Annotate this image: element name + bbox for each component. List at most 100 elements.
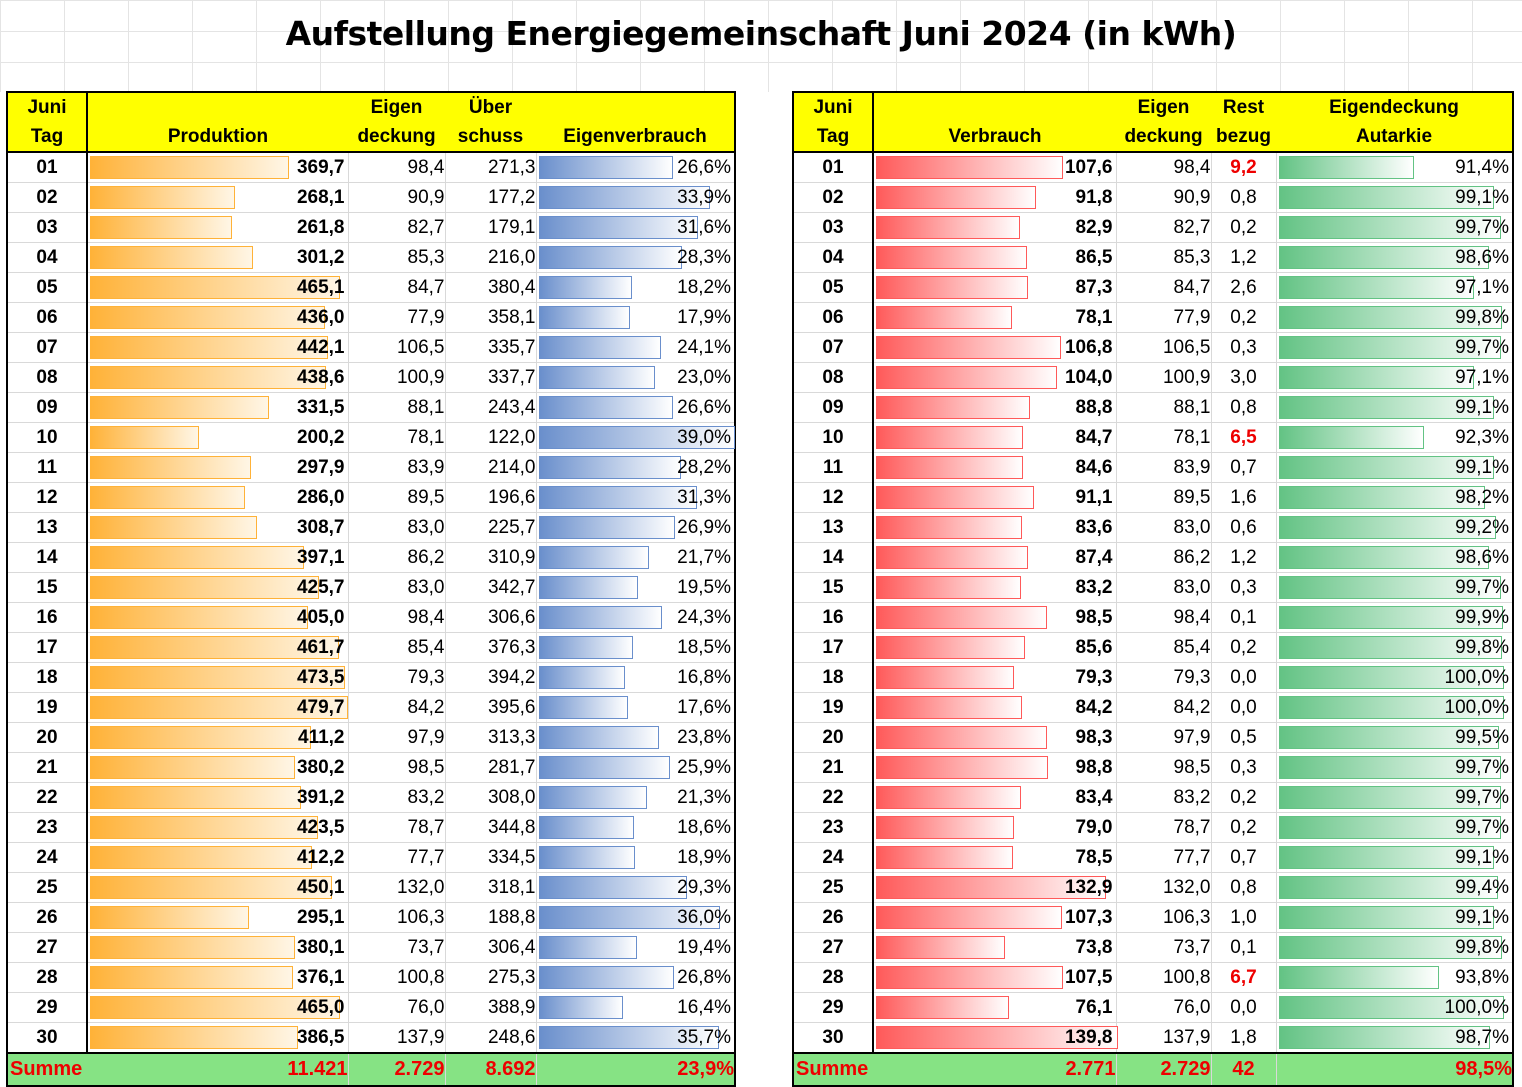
eigenverbrauch-cell: 26,6%	[536, 152, 736, 183]
consumption-header-row: Juni Tag Verbrauch Eigen deckung Rest be…	[792, 91, 1514, 153]
header-day-line2: Tag	[816, 126, 850, 147]
table-row: 29 76,1 76,0 0,0 100,0%	[792, 992, 1514, 1023]
restbezug-cell: 0,2	[1211, 212, 1277, 243]
produktion-cell-bar	[90, 546, 304, 569]
autarkie-cell-bar	[1278, 306, 1502, 329]
produktion-cell: 438,6	[87, 362, 349, 393]
eigenverbrauch-cell-bar	[538, 726, 659, 749]
eigenverbrauch-cell-bar	[538, 666, 625, 689]
day-cell: 08	[6, 362, 88, 393]
autarkie-cell-bar	[1278, 366, 1474, 389]
day-cell: 26	[792, 902, 874, 933]
eigenverbrauch-cell: 26,6%	[536, 392, 736, 423]
autarkie-cell-bar	[1278, 756, 1501, 779]
produktion-cell-value: 380,2	[296, 756, 345, 778]
autarkie-cell-bar	[1278, 936, 1502, 959]
sum-label: Summe	[792, 1052, 873, 1087]
eigenverbrauch-cell: 23,8%	[536, 722, 736, 753]
produktion-cell-value: 301,2	[296, 246, 345, 268]
autarkie-cell-bar	[1278, 1026, 1490, 1049]
eigendeckung-cell: 77,7	[348, 842, 446, 873]
sum-label: Summe	[6, 1052, 87, 1087]
eigenverbrauch-cell: 16,8%	[536, 662, 736, 693]
produktion-cell-value: 286,0	[296, 486, 345, 508]
produktion-cell: 369,7	[87, 152, 349, 183]
verbrauch-cell-value: 87,4	[1075, 546, 1113, 568]
verbrauch-cell-bar	[876, 696, 1022, 719]
produktion-cell-bar	[90, 666, 345, 689]
eigenverbrauch-cell-value: 28,2%	[677, 456, 731, 478]
eigendeckung-cell: 86,2	[348, 542, 446, 573]
table-row: 21 380,2 98,5 281,7 25,9%	[6, 752, 736, 783]
produktion-cell-bar	[90, 306, 325, 329]
produktion-cell: 200,2	[87, 422, 349, 453]
eigendeckung-cell: 84,2	[1116, 692, 1212, 723]
eigenverbrauch-cell: 31,3%	[536, 482, 736, 513]
sum-produktion: 11.421	[87, 1052, 349, 1087]
sum-eigenverbrauch: 23,9%	[536, 1052, 736, 1087]
autarkie-cell: 99,9%	[1276, 602, 1514, 633]
ueberschuss-cell: 395,6	[445, 692, 537, 723]
eigenverbrauch-cell: 24,1%	[536, 332, 736, 363]
verbrauch-cell: 104,0	[873, 362, 1117, 393]
restbezug-cell: 0,3	[1211, 752, 1277, 783]
day-cell: 24	[6, 842, 88, 873]
day-cell: 12	[6, 482, 88, 513]
autarkie-cell-value: 99,5%	[1455, 726, 1509, 748]
header-ueberschuss-line2: schuss	[457, 126, 524, 147]
autarkie-cell-value: 99,7%	[1455, 576, 1509, 598]
autarkie-cell: 93,8%	[1276, 962, 1514, 993]
sum-restbezug: 42	[1211, 1052, 1277, 1087]
verbrauch-cell-bar	[876, 396, 1030, 419]
day-cell: 01	[6, 152, 88, 183]
verbrauch-cell-bar	[876, 936, 1005, 959]
produktion-cell: 465,1	[87, 272, 349, 303]
produktion-cell: 380,2	[87, 752, 349, 783]
eigenverbrauch-cell: 18,6%	[536, 812, 736, 843]
day-cell: 25	[792, 872, 874, 903]
eigenverbrauch-cell-value: 18,5%	[677, 636, 731, 658]
eigenverbrauch-cell-bar	[538, 696, 628, 719]
verbrauch-cell: 76,1	[873, 992, 1117, 1023]
verbrauch-cell-bar	[876, 846, 1013, 869]
restbezug-cell: 0,7	[1211, 452, 1277, 483]
produktion-cell-value: 423,5	[296, 816, 345, 838]
ueberschuss-cell: 394,2	[445, 662, 537, 693]
eigenverbrauch-cell-value: 16,4%	[677, 996, 731, 1018]
table-row: 05 87,3 84,7 2,6 97,1%	[792, 272, 1514, 303]
eigendeckung-cell: 79,3	[348, 662, 446, 693]
table-row: 22 391,2 83,2 308,0 21,3%	[6, 782, 736, 813]
eigendeckung-cell: 78,1	[1116, 422, 1212, 453]
eigenverbrauch-cell: 39,0%	[536, 422, 736, 453]
day-cell: 06	[792, 302, 874, 333]
table-row: 25 132,9 132,0 0,8 99,4%	[792, 872, 1514, 903]
produktion-cell-bar	[90, 876, 332, 899]
ueberschuss-cell: 344,8	[445, 812, 537, 843]
verbrauch-cell-value: 83,2	[1075, 576, 1113, 598]
ueberschuss-cell: 310,9	[445, 542, 537, 573]
day-cell: 27	[792, 932, 874, 963]
table-row: 14 87,4 86,2 1,2 98,6%	[792, 542, 1514, 573]
restbezug-cell: 1,8	[1211, 1022, 1277, 1053]
autarkie-cell-value: 99,7%	[1455, 216, 1509, 238]
header-eigendeckung-line2: deckung	[1124, 126, 1203, 147]
table-row: 30 386,5 137,9 248,6 35,7%	[6, 1022, 736, 1053]
ueberschuss-cell: 281,7	[445, 752, 537, 783]
verbrauch-cell: 83,4	[873, 782, 1117, 813]
eigenverbrauch-cell: 24,3%	[536, 602, 736, 633]
eigendeckung-cell: 132,0	[348, 872, 446, 903]
header-eigendeckung: Eigen deckung	[1116, 91, 1211, 153]
header-restbezug-line1: Rest	[1222, 97, 1265, 118]
day-cell: 17	[6, 632, 88, 663]
eigendeckung-cell: 83,0	[1116, 512, 1212, 543]
eigenverbrauch-cell: 28,3%	[536, 242, 736, 273]
verbrauch-cell-value: 106,8	[1064, 336, 1113, 358]
autarkie-cell-bar	[1278, 396, 1494, 419]
day-cell: 08	[792, 362, 874, 393]
autarkie-cell-bar	[1278, 576, 1501, 599]
produktion-cell-bar	[90, 936, 295, 959]
ueberschuss-cell: 214,0	[445, 452, 537, 483]
ueberschuss-cell: 179,1	[445, 212, 537, 243]
eigendeckung-cell: 83,2	[1116, 782, 1212, 813]
produktion-cell-bar	[90, 756, 295, 779]
